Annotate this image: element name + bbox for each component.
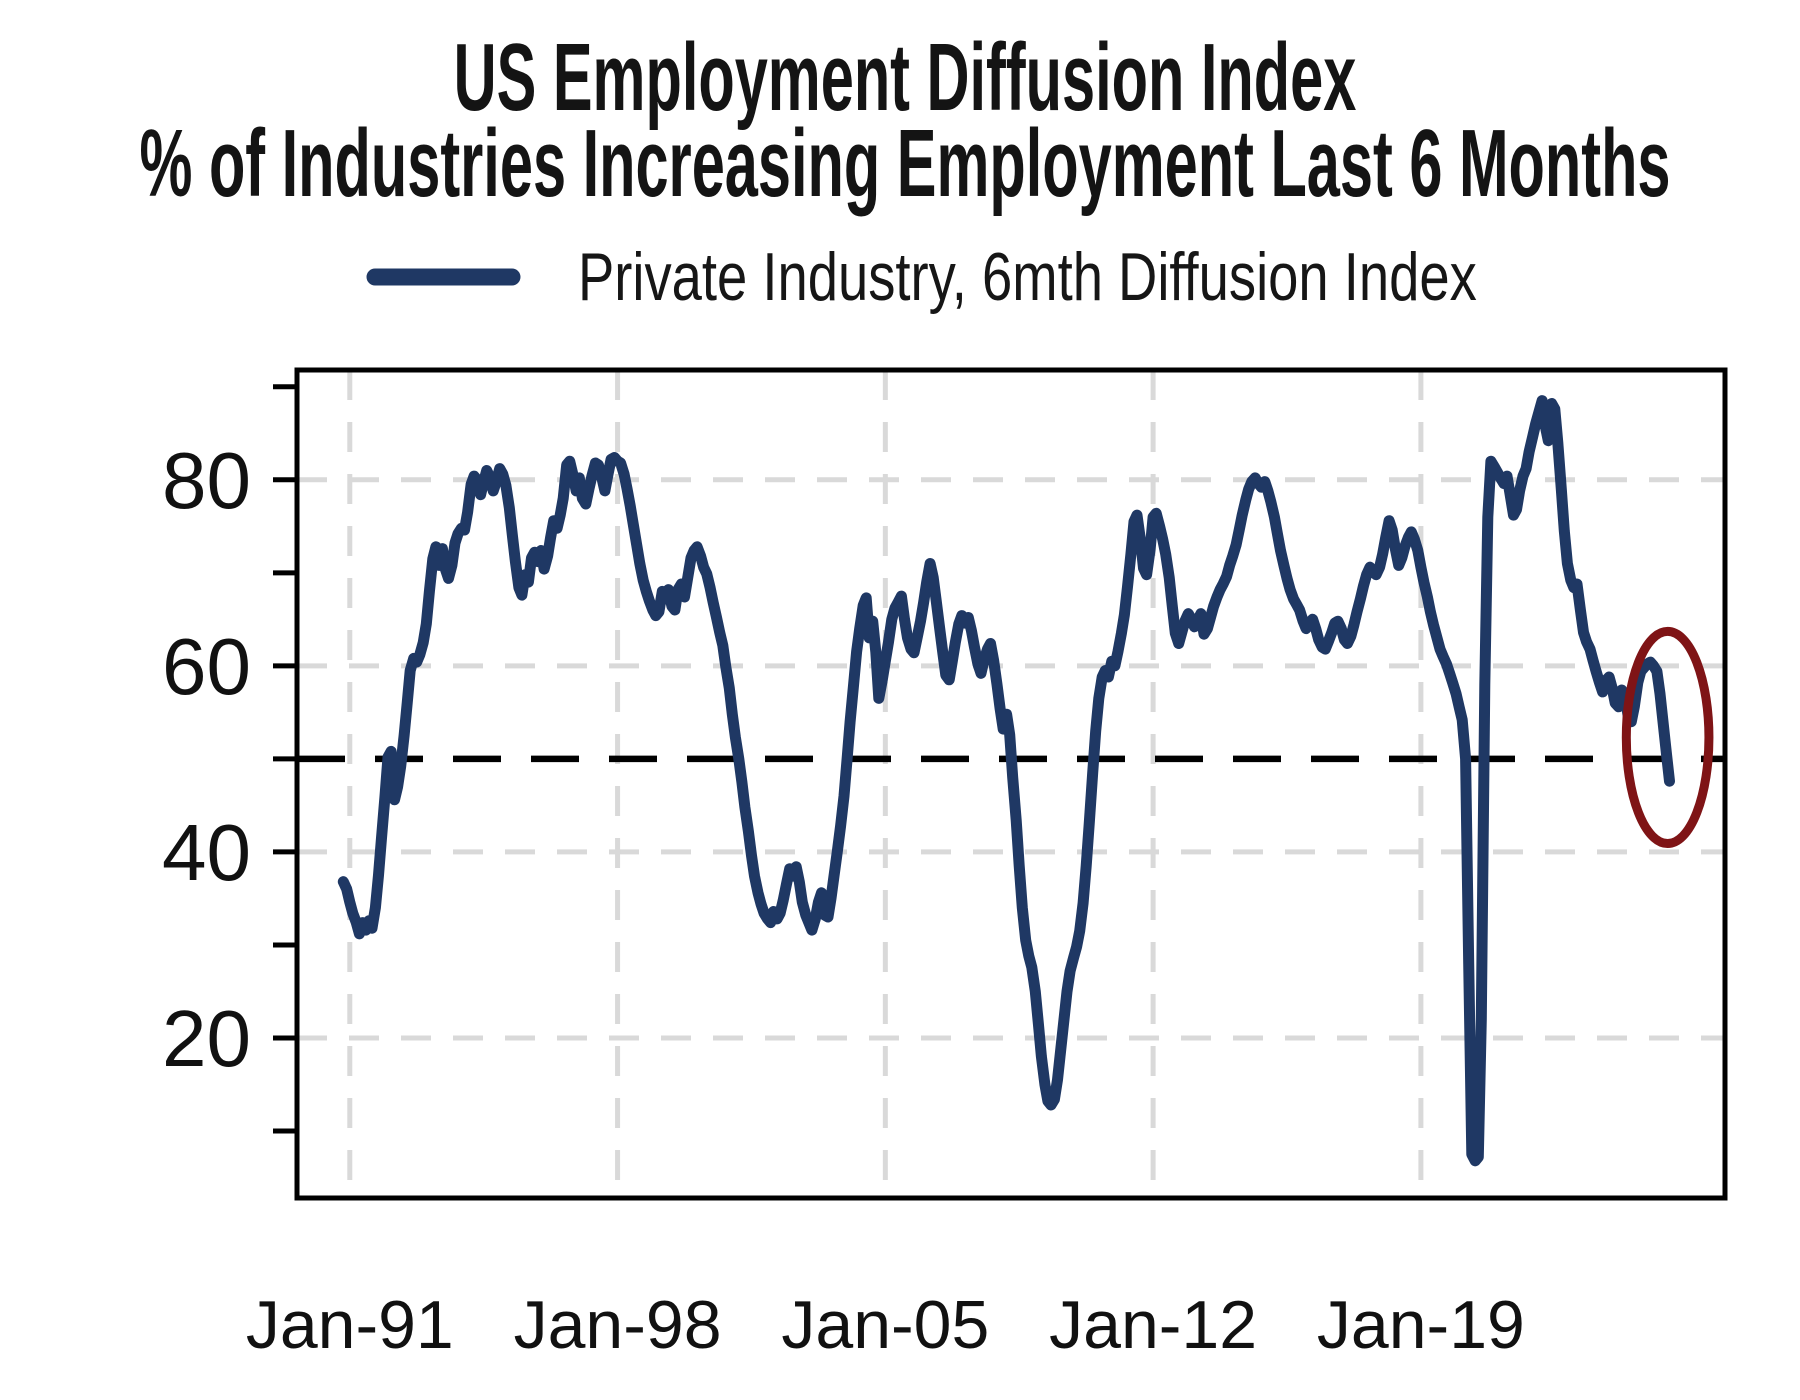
x-tick-label-Jan-91: Jan-91 <box>246 1287 454 1363</box>
y-tick-label-60: 60 <box>162 622 251 711</box>
y-tick-label-80: 80 <box>162 436 251 525</box>
y-tick-label-40: 40 <box>162 808 251 897</box>
x-tick-label-Jan-12: Jan-12 <box>1049 1287 1257 1363</box>
axes <box>273 367 1728 1201</box>
legend-label: Private Industry, 6mth Diffusion Index <box>578 239 1477 315</box>
x-tick-label-Jan-05: Jan-05 <box>781 1287 989 1363</box>
axis-labels: 20 40 60 80 Jan-91 Jan-98 Jan-05 Jan-12 Jan-19 <box>162 436 1525 1363</box>
legend: Private Industry, 6mth Diffusion Index <box>366 239 1477 315</box>
series-line <box>337 395 1675 1167</box>
recent-drop-circle <box>1621 626 1714 849</box>
y-tick-label-20: 20 <box>162 994 251 1083</box>
diffusion-index-line <box>337 395 1675 1167</box>
chart-subtitle: % of Industries Increasing Employment La… <box>139 109 1670 216</box>
chart-title: US Employment Diffusion Index <box>454 23 1357 130</box>
x-tick-label-Jan-19: Jan-19 <box>1317 1287 1525 1363</box>
annotation-ellipse <box>1621 626 1714 849</box>
plot-border <box>294 367 1728 1201</box>
x-tick-label-Jan-98: Jan-98 <box>514 1287 722 1363</box>
gridlines <box>297 370 1725 1198</box>
